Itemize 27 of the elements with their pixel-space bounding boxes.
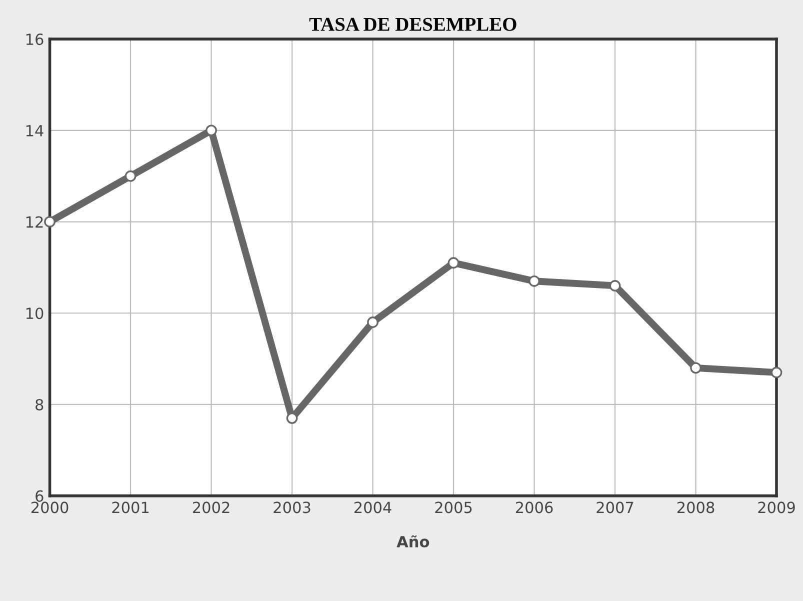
y-tick-label: 16 — [26, 34, 44, 46]
y-tick-label: 14 — [26, 125, 44, 136]
y-tick-label: 8 — [36, 398, 44, 410]
point — [528, 275, 540, 287]
point — [690, 362, 702, 374]
point — [44, 216, 56, 228]
x-tick-label: 2009 — [758, 502, 795, 514]
x-tick-label: 2003 — [274, 502, 310, 514]
point — [609, 280, 621, 292]
x-tick-label: 2004 — [354, 502, 392, 514]
y-tick-label: 10 — [26, 308, 44, 320]
chart-title: TASA DE DESEMPLEO — [309, 18, 516, 31]
x-tick-label: 2008 — [677, 502, 714, 514]
x-tick-label: 2007 — [596, 502, 634, 514]
point — [448, 257, 460, 269]
point — [367, 316, 378, 328]
y-tick-label: 12 — [26, 216, 43, 228]
point — [206, 124, 217, 136]
x-tick-label: 2002 — [192, 502, 230, 514]
x-tick-label: 2001 — [112, 502, 149, 514]
point — [770, 366, 782, 378]
x-tick-label: 2000 — [31, 502, 68, 514]
y-tick-label: 6 — [36, 490, 44, 502]
x-tick-label: 2005 — [435, 502, 472, 514]
point — [124, 170, 136, 182]
x-tick-label: 2006 — [516, 502, 553, 514]
x-axis-title: Año — [396, 535, 430, 548]
